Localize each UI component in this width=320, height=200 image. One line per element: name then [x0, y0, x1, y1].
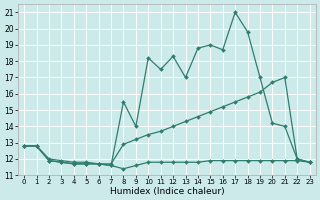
- X-axis label: Humidex (Indice chaleur): Humidex (Indice chaleur): [109, 187, 224, 196]
